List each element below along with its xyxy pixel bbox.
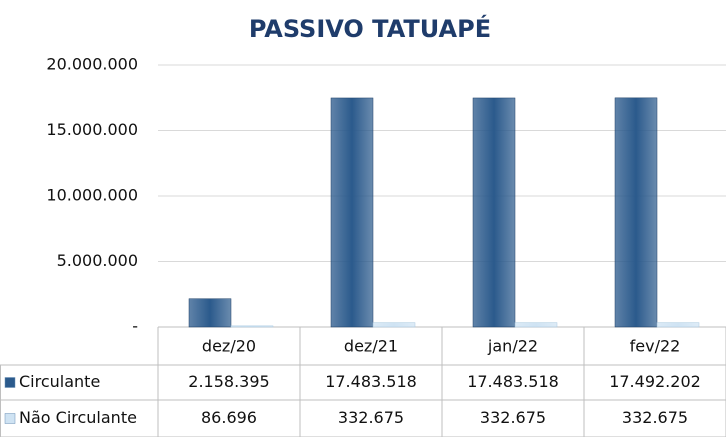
x-tick-label: dez/20: [202, 337, 256, 356]
legend-label: Não Circulante: [19, 408, 137, 427]
legend-label: Circulante: [19, 372, 100, 391]
bar: [372, 322, 416, 328]
y-tick-label: 5.000.000: [57, 251, 138, 270]
bar: [230, 325, 274, 328]
bar: [614, 97, 658, 328]
x-tick-label: jan/22: [487, 337, 538, 356]
table-value: 332.675: [622, 408, 688, 427]
bar: [330, 97, 374, 328]
bar: [514, 322, 558, 328]
table-value: 17.483.518: [467, 372, 559, 391]
bar: [472, 97, 516, 328]
bar: [656, 322, 700, 328]
bar: [188, 298, 232, 328]
y-tick-label: 15.000.000: [46, 120, 138, 139]
table-value: 17.483.518: [325, 372, 417, 391]
chart-title: PASSIVO TATUAPÉ: [249, 14, 491, 43]
table-value: 332.675: [480, 408, 546, 427]
table-value: 17.492.202: [609, 372, 701, 391]
x-tick-label: dez/21: [344, 337, 398, 356]
table-value: 86.696: [201, 408, 257, 427]
table-value: 332.675: [338, 408, 404, 427]
x-tick-label: fev/22: [630, 337, 681, 356]
y-tick-label: -: [132, 317, 138, 336]
y-tick-label: 20.000.000: [46, 55, 138, 74]
legend-swatch: [4, 413, 16, 424]
legend-swatch: [4, 377, 16, 388]
y-tick-label: 10.000.000: [46, 186, 138, 205]
table-value: 2.158.395: [188, 372, 269, 391]
